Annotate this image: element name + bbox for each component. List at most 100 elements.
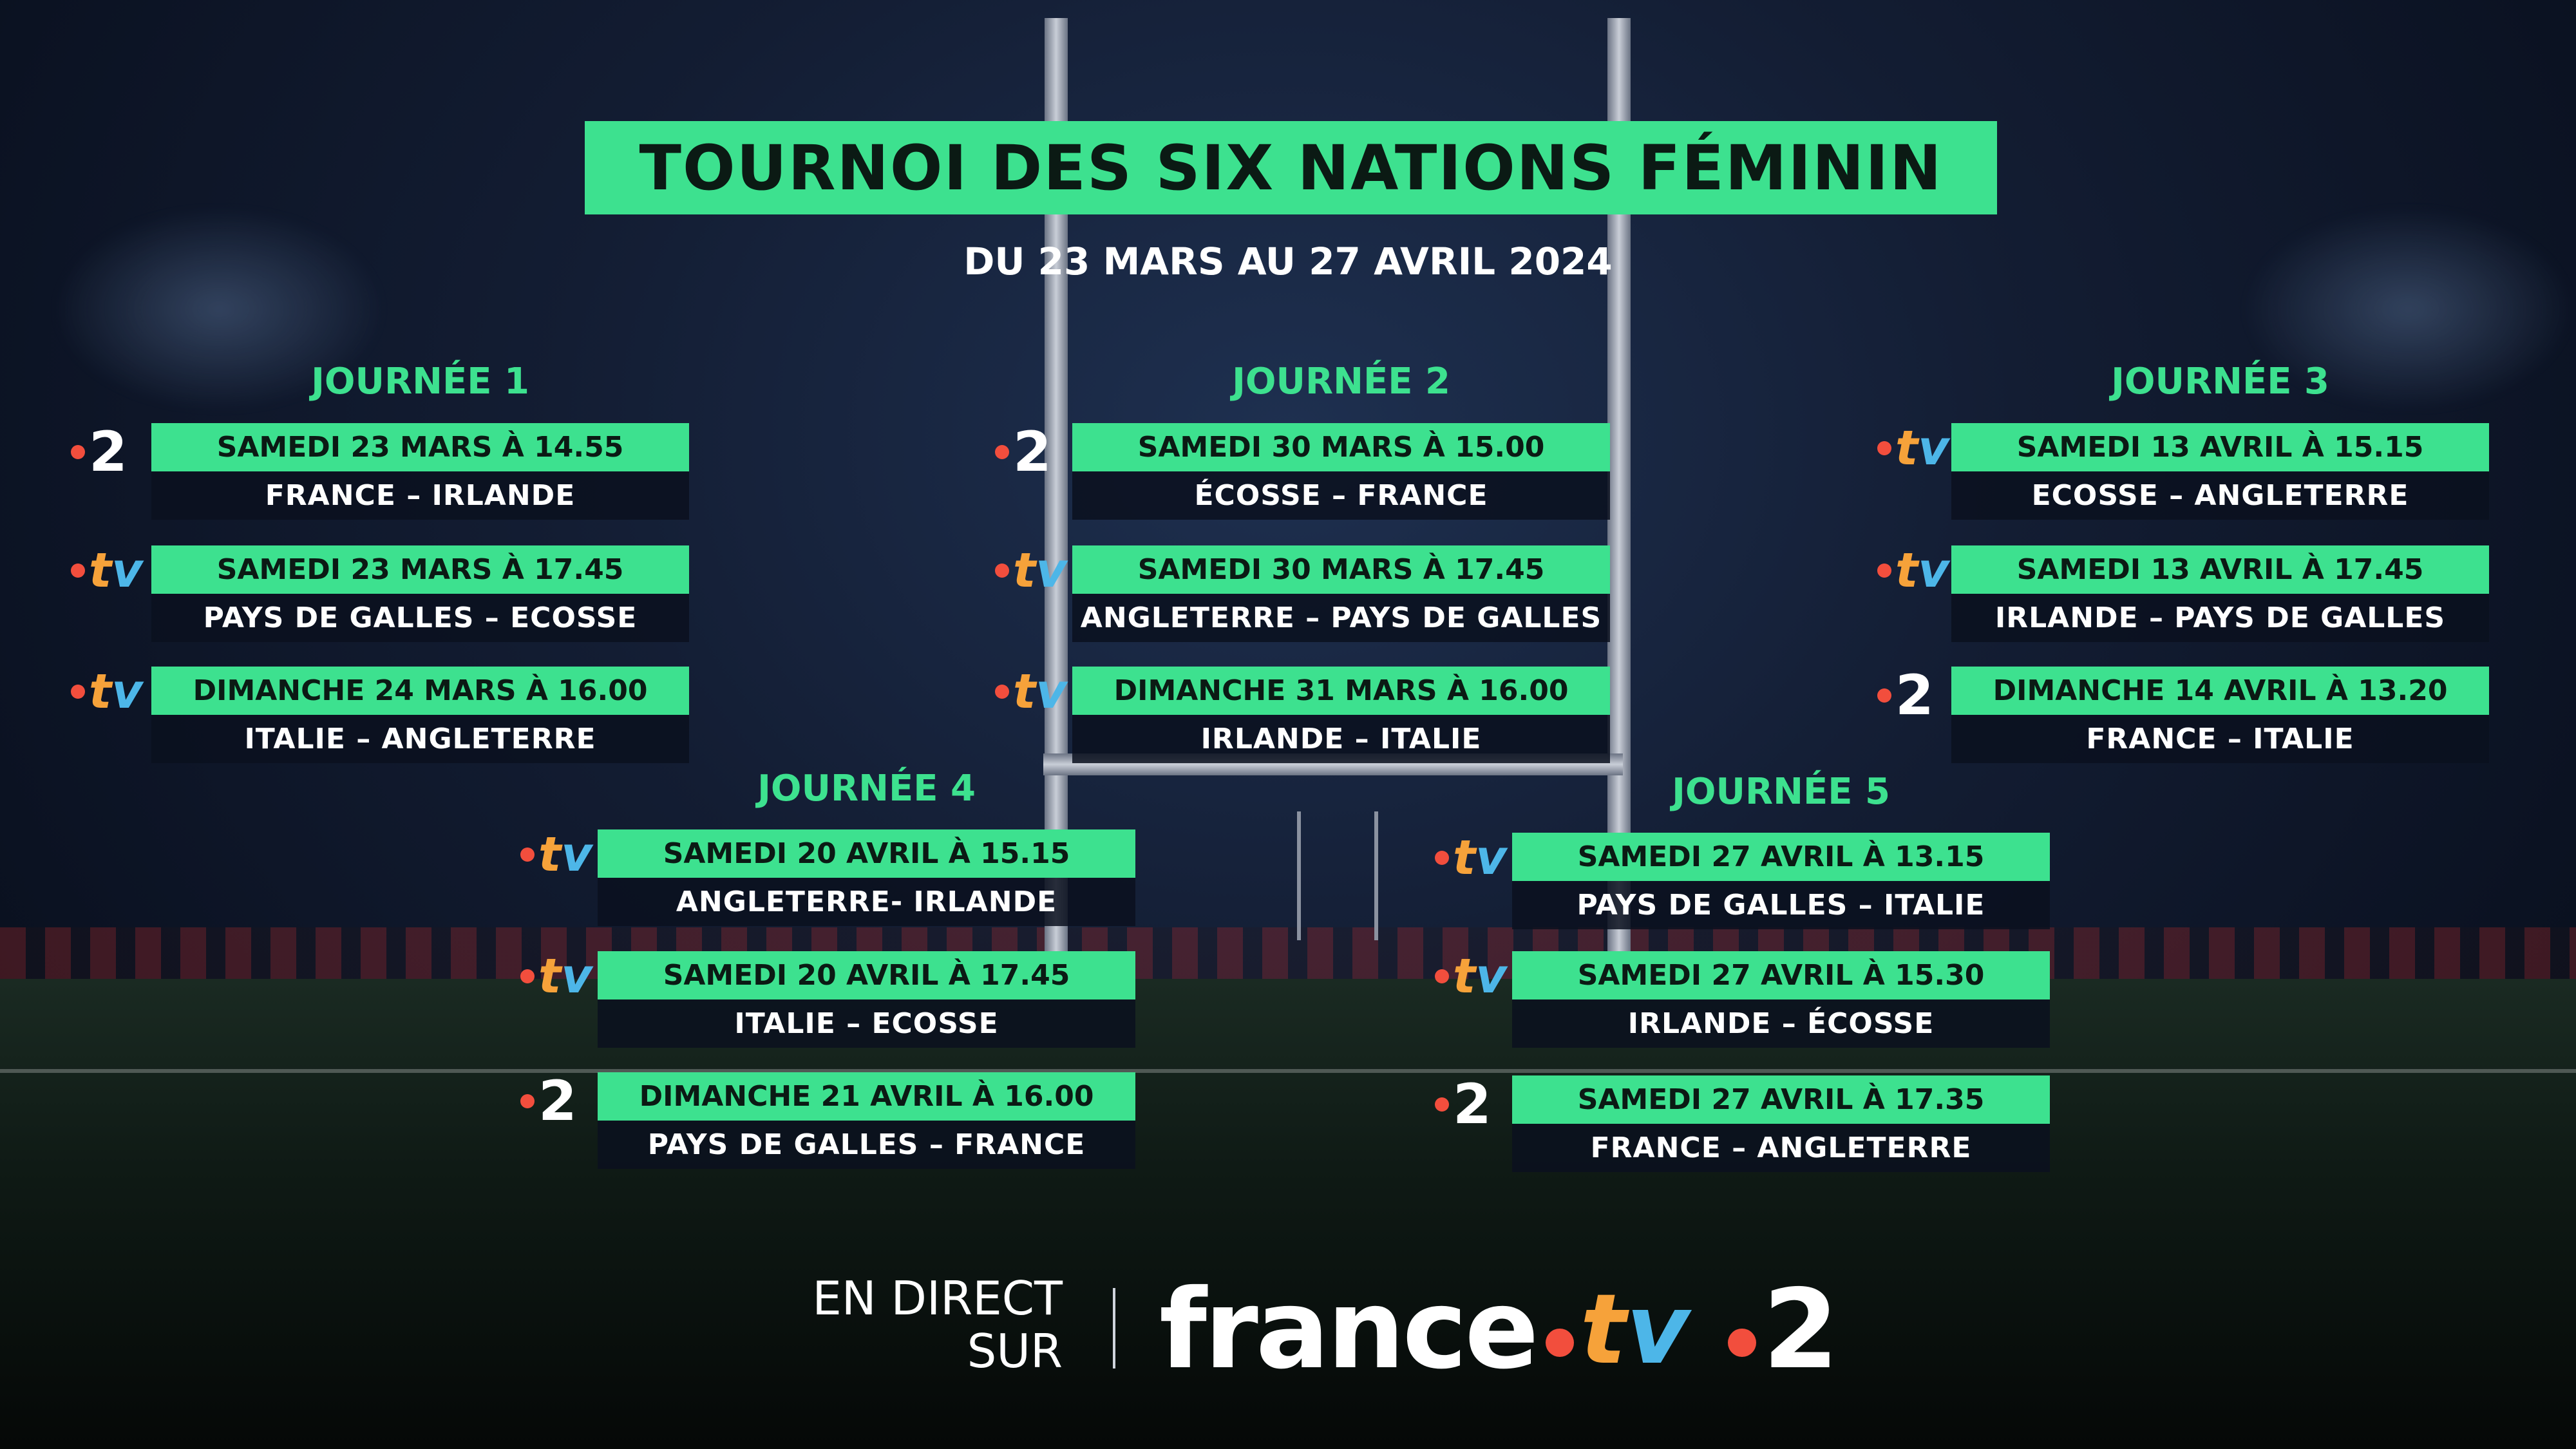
channel-dot-icon (520, 969, 535, 983)
france-2-numeral: 2 (1453, 1072, 1492, 1137)
tv-t-glyph: t (89, 664, 112, 719)
france-tv-channel-icon: tv (520, 831, 592, 878)
match-card: SAMEDI 13 AVRIL À 17.45 IRLANDE – PAYS DE… (1951, 545, 2489, 642)
france-2-numeral: 2 (89, 420, 128, 484)
france-tv-glyph: tv (538, 952, 592, 1000)
france-2-channel-icon: 2 (1435, 1077, 1492, 1132)
page-title: TOURNOI DES SIX NATIONS FÉMININ (639, 131, 1943, 204)
match-card: DIMANCHE 31 MARS À 16.00 IRLANDE – ITALIE (1072, 667, 1610, 763)
match-teams: IRLANDE – PAYS DE GALLES (1951, 594, 2489, 642)
france-tv-glyph: tv (1013, 547, 1067, 594)
tv-v-glyph: v (1918, 421, 1949, 476)
live-on-text: EN DIRECT SUR (799, 1272, 1063, 1378)
stadium-light-left (52, 206, 386, 412)
channel-dot-icon (71, 564, 85, 578)
france-tv-glyph: tv (89, 547, 143, 594)
live-line-1: EN DIRECT (812, 1271, 1063, 1325)
match-datetime: DIMANCHE 24 MARS À 16.00 (151, 667, 689, 715)
channel-dot-icon (71, 685, 85, 699)
match-datetime: SAMEDI 23 MARS À 14.55 (151, 423, 689, 471)
channel-dot-icon (1435, 969, 1449, 983)
match-card: DIMANCHE 21 AVRIL À 16.00 PAYS DE GALLES … (598, 1072, 1135, 1169)
france-wordmark: france (1159, 1266, 1539, 1394)
match-datetime: SAMEDI 20 AVRIL À 15.15 (598, 829, 1135, 878)
tv-t-glyph: t (1895, 421, 1918, 476)
day-title-3: JOURNÉE 3 (2111, 361, 2329, 402)
match-teams: IRLANDE – ÉCOSSE (1512, 999, 2050, 1048)
match-datetime: SAMEDI 27 AVRIL À 15.30 (1512, 951, 2050, 999)
tv-v-glyph: v (1475, 830, 1507, 886)
far-goal-post-right (1374, 811, 1378, 940)
tv-t-glyph: t (1453, 949, 1476, 1004)
day-title-5: JOURNÉE 5 (1672, 771, 1890, 813)
match-datetime: DIMANCHE 21 AVRIL À 16.00 (598, 1072, 1135, 1121)
day-title-4: JOURNÉE 4 (757, 768, 976, 810)
match-card: SAMEDI 27 AVRIL À 17.35 FRANCE – ANGLETER… (1512, 1075, 2050, 1172)
match-teams: ECOSSE – ANGLETERRE (1951, 471, 2489, 520)
tv-v-glyph: v (1036, 664, 1067, 719)
tv-v-glyph: v (1475, 949, 1507, 1004)
match-teams: PAYS DE GALLES – FRANCE (598, 1121, 1135, 1169)
match-card: DIMANCHE 14 AVRIL À 13.20 FRANCE – ITALIE (1951, 667, 2489, 763)
france-tv-channel-icon: tv (520, 952, 592, 1000)
match-datetime: SAMEDI 30 MARS À 17.45 (1072, 545, 1610, 594)
match-card: SAMEDI 20 AVRIL À 15.15 ANGLETERRE- IRLAN… (598, 829, 1135, 926)
france-tv-glyph: tv (1895, 547, 1949, 594)
match-card: SAMEDI 20 AVRIL À 17.45 ITALIE – ECOSSE (598, 951, 1135, 1048)
france-tv-channel-icon: tv (1877, 424, 1949, 472)
match-card: SAMEDI 30 MARS À 17.45 ANGLETERRE – PAYS … (1072, 545, 1610, 642)
tv-t: t (1580, 1274, 1627, 1386)
france-2-channel-icon: 2 (520, 1074, 577, 1129)
channel-dot-icon (995, 685, 1009, 699)
match-teams: ITALIE – ANGLETERRE (151, 715, 689, 763)
france-2-numeral: 2 (538, 1069, 577, 1133)
tv-t-glyph: t (1013, 664, 1036, 719)
france-tv-glyph: tv (1013, 668, 1067, 715)
date-range: DU 23 MARS AU 27 AVRIL 2024 (963, 240, 1613, 283)
channel-dot-icon (995, 564, 1009, 578)
match-teams: ANGLETERRE- IRLANDE (598, 878, 1135, 926)
live-line-2: SUR (967, 1324, 1063, 1378)
match-card: SAMEDI 27 AVRIL À 15.30 IRLANDE – ÉCOSSE (1512, 951, 2050, 1048)
stadium-light-right (2241, 206, 2576, 412)
match-datetime: DIMANCHE 31 MARS À 16.00 (1072, 667, 1610, 715)
tv-t-glyph: t (538, 949, 562, 1004)
match-datetime: SAMEDI 30 MARS À 15.00 (1072, 423, 1610, 471)
match-card: SAMEDI 23 MARS À 17.45 PAYS DE GALLES – E… (151, 545, 689, 642)
match-teams: ÉCOSSE – FRANCE (1072, 471, 1610, 520)
france-tv-glyph: tv (538, 831, 592, 878)
france-tv-glyph: tv (1895, 424, 1949, 472)
match-datetime: DIMANCHE 14 AVRIL À 13.20 (1951, 667, 2489, 715)
france-tv-channel-icon: tv (1435, 952, 1507, 1000)
match-datetime: SAMEDI 20 AVRIL À 17.45 (598, 951, 1135, 999)
tv-t-glyph: t (1013, 543, 1036, 598)
channel-dot-icon (995, 445, 1009, 459)
france-2-logo-icon: 2 (1763, 1266, 1839, 1394)
match-teams: FRANCE – ANGLETERRE (1512, 1124, 2050, 1172)
day-title-2: JOURNÉE 2 (1232, 361, 1450, 402)
match-teams: ANGLETERRE – PAYS DE GALLES (1072, 594, 1610, 642)
stadium-stands (0, 927, 2576, 979)
far-goal-post-left (1297, 811, 1301, 940)
tv-v-glyph: v (561, 949, 592, 1004)
channel-dot-icon (1435, 1097, 1449, 1112)
match-card: SAMEDI 27 AVRIL À 13.15 PAYS DE GALLES – … (1512, 833, 2050, 929)
match-datetime: SAMEDI 13 AVRIL À 17.45 (1951, 545, 2489, 594)
match-datetime: SAMEDI 27 AVRIL À 17.35 (1512, 1075, 2050, 1124)
france-2-channel-icon: 2 (1877, 668, 1934, 723)
match-card: DIMANCHE 24 MARS À 16.00 ITALIE – ANGLETE… (151, 667, 689, 763)
france-tv-glyph: tv (1453, 834, 1507, 882)
brand-dot-icon (1545, 1329, 1574, 1357)
match-teams: PAYS DE GALLES – ECOSSE (151, 594, 689, 642)
match-datetime: SAMEDI 13 AVRIL À 15.15 (1951, 423, 2489, 471)
tv-v: v (1626, 1274, 1690, 1386)
france-tv-channel-icon: tv (995, 547, 1067, 594)
tv-t-glyph: t (1453, 830, 1476, 886)
france-tv-glyph: tv (89, 668, 143, 715)
match-datetime: SAMEDI 27 AVRIL À 13.15 (1512, 833, 2050, 881)
france-tv-channel-icon: tv (71, 668, 143, 715)
channel-dot-icon (1877, 688, 1891, 703)
match-teams: FRANCE – ITALIE (1951, 715, 2489, 763)
match-teams: FRANCE – IRLANDE (151, 471, 689, 520)
match-card: SAMEDI 30 MARS À 15.00 ÉCOSSE – FRANCE (1072, 423, 1610, 520)
